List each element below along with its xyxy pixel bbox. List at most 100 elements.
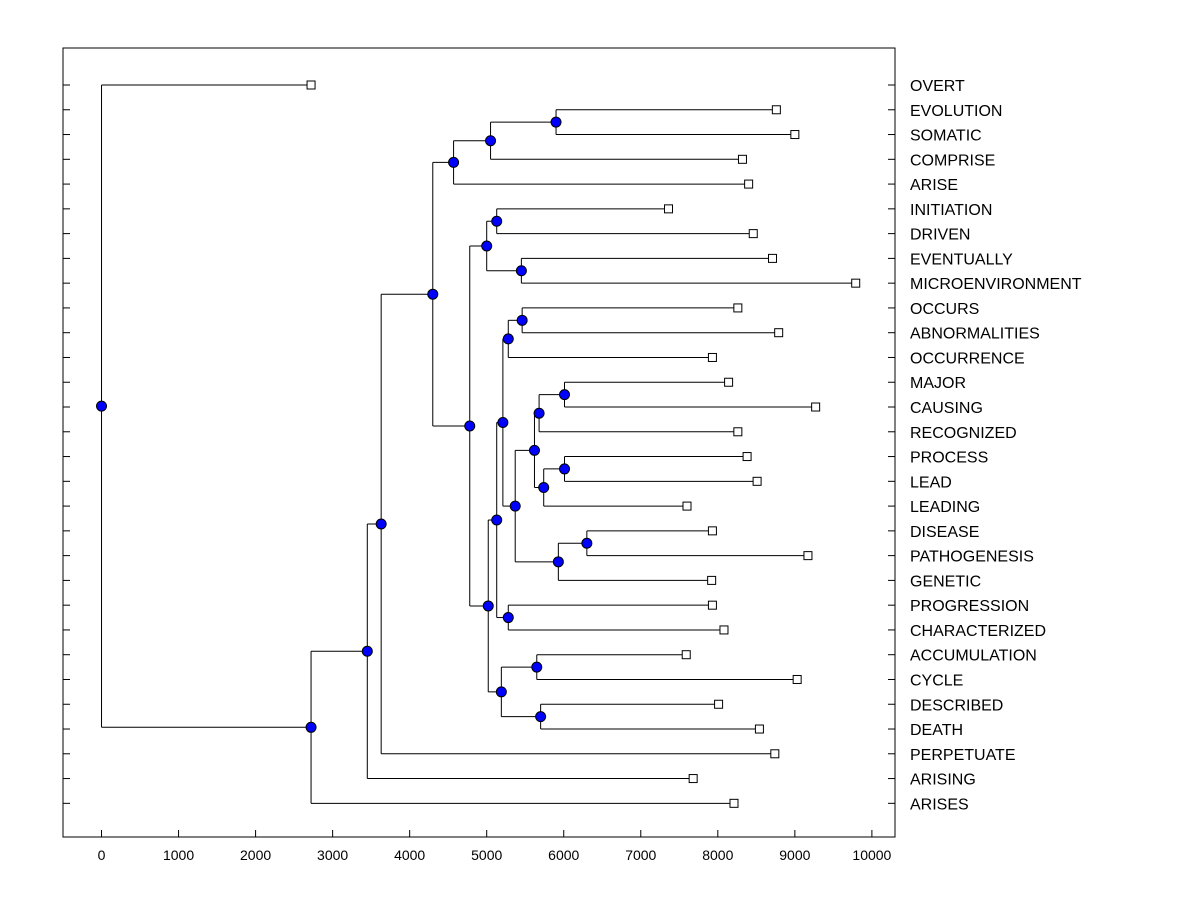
merge-node-n24: [464, 420, 476, 432]
leaf-label-eventually: EVENTUALLY: [910, 251, 1013, 268]
merge-nodes: [96, 116, 593, 733]
leaf-label-occurrence: OCCURRENCE: [910, 350, 1025, 367]
merge-node-n28: [305, 721, 317, 733]
leaf-label-major: MAJOR: [910, 375, 966, 392]
x-tick-label-9000: 9000: [779, 847, 810, 863]
leaf-label-pathogenesis: PATHOGENESIS: [910, 549, 1034, 566]
merge-node-n29: [96, 400, 108, 412]
axis-ticks: [63, 84, 895, 837]
leaf-marker-cycle: [792, 674, 802, 684]
merge-node-n3: [448, 156, 460, 168]
leaf-label-arises: ARISES: [910, 796, 969, 813]
leaf-marker-somatic: [790, 130, 800, 140]
leaf-marker-disease: [707, 526, 717, 536]
leaf-marker-arising: [688, 774, 698, 784]
merge-node-n4: [491, 215, 503, 227]
leaf-label-occurs: OCCURS: [910, 301, 979, 318]
leaf-marker-initiation: [664, 204, 674, 214]
merge-node-n21: [535, 711, 547, 723]
leaf-label-abnormalities: ABNORMALITIES: [910, 326, 1040, 343]
leaf-marker-major: [724, 377, 734, 387]
leaf-label-comprise: COMPRISE: [910, 152, 995, 169]
x-tick-label-8000: 8000: [702, 847, 733, 863]
leaf-label-genetic: GENETIC: [910, 573, 981, 590]
x-tick-label-3000: 3000: [317, 847, 348, 863]
leaf-marker-leading: [682, 501, 692, 511]
leaf-marker-abnormalities: [774, 328, 784, 338]
merge-node-n26: [375, 518, 387, 530]
leaf-marker-characterized: [719, 625, 729, 635]
leaf-label-overt: OVERT: [910, 78, 965, 95]
leaf-label-characterized: CHARACTERIZED: [910, 623, 1046, 640]
merge-node-n11: [559, 463, 571, 475]
leaf-label-lead: LEAD: [910, 474, 952, 491]
leaf-marker-lead: [752, 476, 762, 486]
x-tick-label-2000: 2000: [240, 847, 271, 863]
leaf-marker-death: [754, 724, 764, 734]
merge-node-n5: [515, 265, 527, 277]
x-tick-label-7000: 7000: [625, 847, 656, 863]
x-tick-label-4000: 4000: [394, 847, 425, 863]
merge-node-n23: [482, 600, 494, 612]
leaf-marker-progression: [707, 600, 717, 610]
leaf-marker-arises: [729, 798, 739, 808]
merge-node-n18: [502, 612, 514, 624]
leaf-label-initiation: INITIATION: [910, 202, 992, 219]
leaf-marker-driven: [748, 229, 758, 239]
merge-node-n16: [509, 500, 521, 512]
plot-frame: [62, 47, 896, 838]
x-tick-label-10000: 10000: [852, 847, 891, 863]
leaf-labels: OVERT EVOLUTION SOMATIC COMPRISE ARISE INITIA…: [910, 78, 1082, 813]
x-tick-labels: 0 1000 2000 3000 4000 5000 6000 7000 8000 9000 100…: [98, 847, 892, 863]
leaf-marker-genetic: [707, 575, 717, 585]
leaf-label-leading: LEADING: [910, 499, 980, 516]
merge-node-n12: [538, 482, 550, 494]
leaf-label-causing: CAUSING: [910, 400, 983, 417]
branch-lines: [101, 84, 856, 804]
merge-node-n22: [495, 686, 507, 698]
merge-node-n2: [485, 135, 497, 147]
leaf-label-driven: DRIVEN: [910, 227, 970, 244]
leaf-label-progression: PROGRESSION: [910, 598, 1029, 615]
leaf-label-death: DEATH: [910, 722, 963, 739]
leaf-label-arising: ARISING: [910, 772, 976, 789]
leaf-label-microenvironment: MICROENVIRONMENT: [910, 276, 1082, 293]
leaf-marker-comprise: [737, 154, 747, 164]
leaf-label-somatic: SOMATIC: [910, 128, 982, 145]
leaf-marker-pathogenesis: [803, 551, 813, 561]
x-tick-label-0: 0: [98, 847, 106, 863]
merge-node-n27: [361, 645, 373, 657]
leaf-label-accumulation: ACCUMULATION: [910, 648, 1037, 665]
merge-node-n9: [559, 389, 571, 401]
leaf-label-described: DESCRIBED: [910, 697, 1003, 714]
merge-node-n25: [427, 288, 439, 300]
leaf-marker-evolution: [771, 105, 781, 115]
merge-node-n14: [581, 537, 593, 549]
merge-node-n17: [497, 416, 509, 428]
leaf-label-process: PROCESS: [910, 450, 988, 467]
x-tick-label-5000: 5000: [471, 847, 502, 863]
leaf-marker-microenvironment: [851, 278, 861, 288]
leaf-marker-eventually: [768, 253, 778, 263]
merge-node-n20: [531, 661, 543, 673]
x-tick-label-1000: 1000: [163, 847, 194, 863]
leaf-label-perpetuate: PERPETUATE: [910, 747, 1016, 764]
leaf-marker-arise: [744, 179, 754, 189]
leaf-marker-overt: [306, 80, 316, 90]
merge-node-n1: [550, 116, 562, 128]
merge-node-n8: [502, 333, 514, 345]
leaf-marker-described: [714, 699, 724, 709]
merge-node-n13: [528, 444, 540, 456]
merge-node-n15: [552, 556, 564, 568]
leaf-marker-accumulation: [681, 650, 691, 660]
leaf-marker-perpetuate: [770, 749, 780, 759]
leaf-label-recognized: RECOGNIZED: [910, 425, 1017, 442]
leaf-marker-recognized: [733, 427, 743, 437]
leaf-label-cycle: CYCLE: [910, 672, 963, 689]
leaf-marker-occurrence: [707, 352, 717, 362]
leaf-marker-causing: [811, 402, 821, 412]
merge-node-n7: [516, 314, 528, 326]
leaf-markers: [306, 80, 861, 808]
merge-node-n19: [491, 514, 503, 526]
